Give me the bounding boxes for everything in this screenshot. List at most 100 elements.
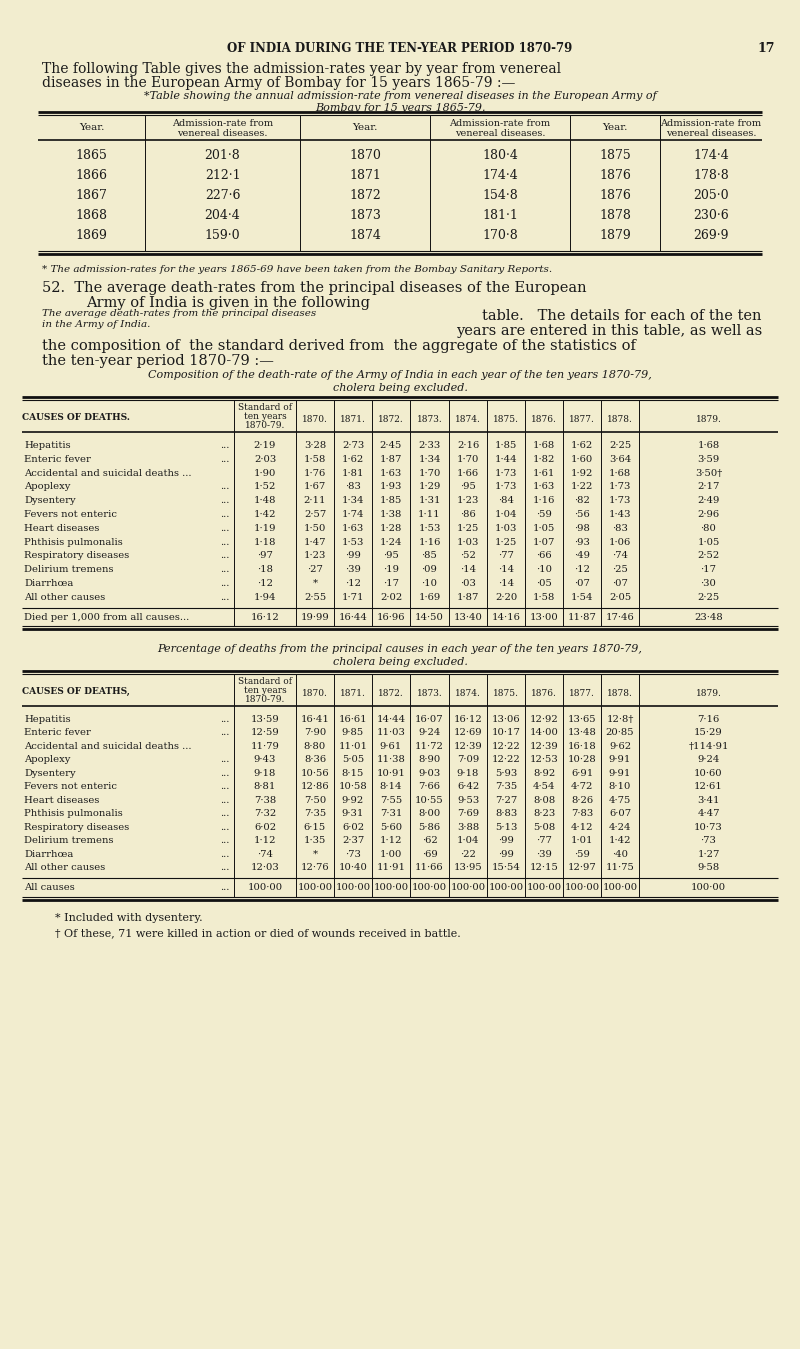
Text: 7·35: 7·35	[495, 782, 517, 791]
Text: 11·87: 11·87	[567, 612, 597, 622]
Text: ·59: ·59	[536, 510, 552, 519]
Text: 1·04: 1·04	[457, 836, 479, 844]
Text: 19·99: 19·99	[301, 612, 330, 622]
Text: 1879: 1879	[599, 229, 631, 241]
Text: 1875: 1875	[599, 148, 631, 162]
Text: 1·73: 1·73	[495, 468, 517, 478]
Text: 1·68: 1·68	[609, 468, 631, 478]
Text: 9·31: 9·31	[342, 809, 364, 817]
Text: 1879.: 1879.	[695, 415, 722, 424]
Text: 1·07: 1·07	[533, 538, 555, 546]
Text: ·30: ·30	[701, 579, 717, 588]
Text: ...: ...	[220, 796, 229, 804]
Text: 9·58: 9·58	[698, 863, 720, 871]
Text: 1870.: 1870.	[302, 688, 328, 697]
Text: 10·91: 10·91	[377, 769, 406, 777]
Text: ·97: ·97	[257, 552, 273, 560]
Text: Accidental and suicidal deaths ...: Accidental and suicidal deaths ...	[24, 742, 191, 750]
Text: 1·94: 1·94	[254, 592, 276, 602]
Text: 13·48: 13·48	[567, 728, 597, 737]
Text: ...: ...	[220, 441, 229, 451]
Text: 1·61: 1·61	[533, 468, 555, 478]
Text: 5·60: 5·60	[380, 823, 402, 831]
Text: ·14: ·14	[498, 579, 514, 588]
Text: 15·54: 15·54	[491, 863, 521, 871]
Text: 4·75: 4·75	[609, 796, 631, 804]
Text: 12·61: 12·61	[694, 782, 723, 791]
Text: 1·62: 1·62	[342, 455, 364, 464]
Text: in the Army of India.: in the Army of India.	[42, 320, 150, 329]
Text: Hepatitis: Hepatitis	[24, 441, 70, 451]
Text: ·85: ·85	[422, 552, 438, 560]
Text: 9·91: 9·91	[609, 769, 631, 777]
Text: Diarrhœa: Diarrhœa	[24, 579, 74, 588]
Text: Year.: Year.	[79, 123, 104, 132]
Text: 1876.: 1876.	[531, 688, 557, 697]
Text: 1·12: 1·12	[380, 836, 402, 844]
Text: 7·90: 7·90	[304, 728, 326, 737]
Text: Heart diseases: Heart diseases	[24, 523, 99, 533]
Text: 100·00: 100·00	[691, 882, 726, 892]
Text: ...: ...	[220, 809, 229, 817]
Text: ...: ...	[220, 538, 229, 546]
Text: 10·60: 10·60	[694, 769, 723, 777]
Text: Year.: Year.	[602, 123, 628, 132]
Text: Admission-rate from: Admission-rate from	[172, 119, 273, 128]
Text: 13·95: 13·95	[454, 863, 482, 871]
Text: 1874.: 1874.	[455, 688, 481, 697]
Text: 1·85: 1·85	[495, 441, 517, 451]
Text: 12·97: 12·97	[568, 863, 596, 871]
Text: Delirium tremens: Delirium tremens	[24, 836, 114, 844]
Text: 12·76: 12·76	[301, 863, 330, 871]
Text: ·39: ·39	[345, 565, 361, 575]
Text: ·99: ·99	[498, 850, 514, 858]
Text: ...: ...	[220, 715, 229, 723]
Text: 1871.: 1871.	[340, 688, 366, 697]
Text: 12·22: 12·22	[492, 755, 520, 764]
Text: 13·00: 13·00	[530, 612, 558, 622]
Text: 1873.: 1873.	[417, 688, 442, 697]
Text: 1·63: 1·63	[533, 483, 555, 491]
Text: 2·19: 2·19	[254, 441, 276, 451]
Text: Army of India is given in the following: Army of India is given in the following	[86, 295, 370, 310]
Text: ·83: ·83	[612, 523, 628, 533]
Text: 7·38: 7·38	[254, 796, 276, 804]
Text: 7·50: 7·50	[304, 796, 326, 804]
Text: ...: ...	[220, 579, 229, 588]
Text: 2·52: 2·52	[698, 552, 720, 560]
Text: ·03: ·03	[460, 579, 476, 588]
Text: 8·83: 8·83	[495, 809, 517, 817]
Text: 12·59: 12·59	[250, 728, 279, 737]
Text: ...: ...	[220, 523, 229, 533]
Text: 159·0: 159·0	[205, 229, 240, 241]
Text: 100·00: 100·00	[247, 882, 282, 892]
Text: 269·9: 269·9	[694, 229, 729, 241]
Text: 3·59: 3·59	[698, 455, 720, 464]
Text: 2·03: 2·03	[254, 455, 276, 464]
Text: ·74: ·74	[257, 850, 273, 858]
Text: 11·75: 11·75	[606, 863, 634, 871]
Text: 11·66: 11·66	[415, 863, 444, 871]
Text: 10·73: 10·73	[694, 823, 723, 831]
Text: 10·28: 10·28	[568, 755, 596, 764]
Text: ·84: ·84	[498, 496, 514, 505]
Text: ·99: ·99	[498, 836, 514, 844]
Text: ·19: ·19	[383, 565, 399, 575]
Text: 1·69: 1·69	[418, 592, 441, 602]
Text: Phthisis pulmonalis: Phthisis pulmonalis	[24, 809, 122, 817]
Text: 8·92: 8·92	[533, 769, 555, 777]
Text: 16·12: 16·12	[454, 715, 482, 723]
Text: 1867: 1867	[75, 189, 107, 202]
Text: 100·00: 100·00	[489, 882, 523, 892]
Text: 1·93: 1·93	[380, 483, 402, 491]
Text: 10·55: 10·55	[415, 796, 444, 804]
Text: 4·12: 4·12	[570, 823, 594, 831]
Text: 7·16: 7·16	[698, 715, 720, 723]
Text: 5·93: 5·93	[495, 769, 517, 777]
Text: 181·1: 181·1	[482, 209, 518, 223]
Text: 1·11: 1·11	[418, 510, 441, 519]
Text: ·98: ·98	[574, 523, 590, 533]
Text: 1·34: 1·34	[342, 496, 364, 505]
Text: 2·05: 2·05	[609, 592, 631, 602]
Text: ·95: ·95	[460, 483, 476, 491]
